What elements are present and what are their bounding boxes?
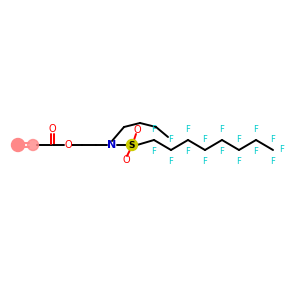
Text: F: F: [186, 124, 190, 134]
Text: F: F: [152, 146, 156, 155]
Text: F: F: [254, 146, 258, 155]
Text: F: F: [271, 134, 275, 143]
Text: F: F: [152, 124, 156, 134]
Text: F: F: [271, 157, 275, 166]
Text: F: F: [169, 157, 173, 166]
Text: F: F: [220, 124, 224, 134]
Text: S: S: [129, 140, 135, 149]
Text: F: F: [280, 146, 284, 154]
Text: F: F: [237, 157, 242, 166]
Circle shape: [127, 140, 137, 151]
Text: O: O: [48, 124, 56, 134]
Text: F: F: [186, 146, 190, 155]
Text: O: O: [133, 125, 141, 135]
Text: O: O: [64, 140, 72, 150]
Text: O: O: [122, 155, 130, 165]
Text: F: F: [202, 157, 207, 166]
Text: N: N: [107, 140, 117, 150]
Text: F: F: [220, 146, 224, 155]
Text: F: F: [169, 134, 173, 143]
Text: F: F: [237, 134, 242, 143]
Text: F: F: [254, 124, 258, 134]
Text: F: F: [202, 134, 207, 143]
Circle shape: [11, 139, 25, 152]
Circle shape: [28, 140, 38, 151]
